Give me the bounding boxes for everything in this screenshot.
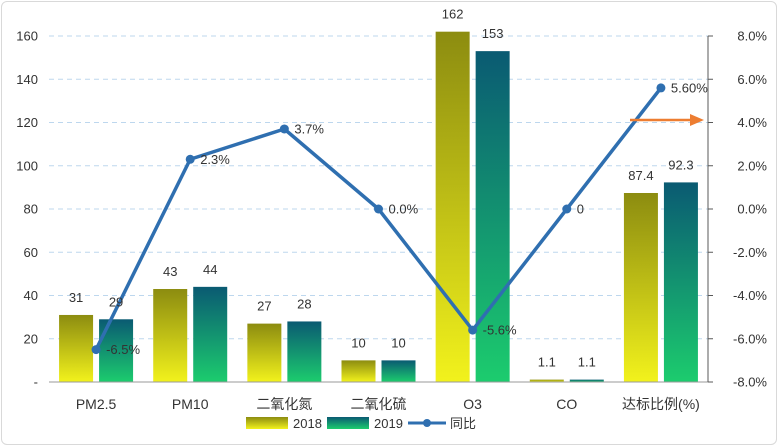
y-left-tick-label: 40 — [24, 288, 38, 303]
legend-label-2019: 2019 — [374, 416, 403, 431]
bar-label-2018: 10 — [351, 335, 365, 350]
x-tick-label: O3 — [463, 396, 482, 412]
yoy-point — [91, 345, 101, 355]
x-tick-label: PM2.5 — [76, 396, 117, 412]
x-tick-label: 二氧化硫 — [351, 396, 407, 412]
bar-2019 — [193, 286, 228, 382]
yoy-label: 2.3% — [200, 152, 230, 167]
bar-label-2018: 162 — [442, 7, 464, 22]
yoy-label: 3.7% — [294, 121, 324, 136]
yoy-point — [468, 325, 478, 335]
yoy-point — [185, 154, 195, 164]
y-left-tick-label: 20 — [24, 331, 38, 346]
bar-label-2018: 1.1 — [538, 355, 556, 370]
bar-2019 — [663, 182, 698, 382]
x-tick-label: 二氧化氮 — [256, 396, 312, 412]
bar-2018 — [341, 360, 376, 382]
y-right-tick-label: 6.0% — [737, 72, 767, 87]
x-tick-label: 达标比例(%) — [622, 396, 700, 412]
axes: -20406080100120140160-8.0%-6.0%-4.0%-2.0… — [16, 29, 767, 413]
bar-label-2019: 29 — [109, 294, 123, 309]
bar-2018 — [435, 31, 470, 383]
bar-label-2019: 44 — [203, 262, 217, 277]
y-right-tick-label: -6.0% — [733, 331, 767, 346]
y-right-tick-label: 4.0% — [737, 115, 767, 130]
yoy-label: 0 — [577, 202, 584, 217]
legend-swatch-2019 — [327, 417, 369, 429]
y-right-tick-label: -2.0% — [733, 245, 767, 260]
bar-label-2019: 1.1 — [578, 355, 596, 370]
bar-label-2019: 92.3 — [668, 157, 693, 172]
yoy-label: 5.60% — [671, 80, 708, 95]
yoy-point — [656, 83, 666, 93]
bar-label-2019: 10 — [391, 335, 405, 350]
yoy-point — [374, 204, 383, 214]
y-left-tick-label: 100 — [16, 158, 38, 173]
bar-label-2019: 153 — [482, 26, 504, 41]
bar-2019 — [475, 51, 510, 382]
yoy-label: -6.5% — [106, 342, 140, 357]
legend-line-marker — [423, 419, 431, 427]
bar-label-2018: 31 — [69, 290, 83, 305]
bar-2018 — [153, 289, 188, 382]
bar-label-2018: 27 — [257, 299, 271, 314]
y-left-tick-label: 80 — [24, 202, 38, 217]
bar-2018 — [247, 323, 282, 382]
y-right-tick-label: 8.0% — [737, 29, 767, 44]
bar-label-2018: 87.4 — [628, 168, 653, 183]
y-left-tick-label: - — [34, 375, 38, 390]
y-left-tick-label: 140 — [16, 72, 38, 87]
yoy-point — [279, 124, 289, 134]
legend-label-2018: 2018 — [293, 416, 322, 431]
yoy-label: -5.6% — [483, 323, 517, 338]
gridlines — [49, 35, 708, 340]
bar-label-2019: 28 — [297, 296, 311, 311]
y-right-tick-label: 2.0% — [737, 158, 767, 173]
bar-2018 — [529, 379, 564, 382]
bar-2018 — [623, 192, 658, 382]
y-right-tick-label: -8.0% — [733, 375, 767, 390]
bar-2019 — [381, 360, 416, 382]
yoy-line — [91, 83, 666, 355]
bar-2019 — [569, 379, 604, 382]
legend-swatch-2018 — [246, 417, 288, 429]
y-left-tick-label: 120 — [16, 115, 38, 130]
x-tick-label: PM10 — [172, 396, 209, 412]
bars — [59, 31, 698, 383]
arrow-head — [690, 114, 704, 126]
annotation-arrow — [630, 114, 704, 126]
yoy-point — [562, 204, 572, 214]
y-right-tick-label: 0.0% — [737, 202, 767, 217]
y-left-tick-label: 60 — [24, 245, 38, 260]
legend: 2018 2019 同比 — [246, 416, 476, 431]
data-labels: 31 29 43 44 27 28 10 10 162 153 1.1 1.1 87.4 92.3 -6.5… — [69, 7, 708, 370]
legend-label-yoy: 同比 — [450, 416, 476, 431]
bar-2018 — [59, 314, 94, 382]
bar-label-2018: 43 — [163, 264, 177, 279]
y-left-tick-label: 160 — [16, 29, 38, 44]
x-tick-label: CO — [556, 396, 577, 412]
yoy-label: 0.0% — [389, 202, 419, 217]
bar-2019 — [287, 321, 322, 382]
y-right-tick-label: -4.0% — [733, 288, 767, 303]
